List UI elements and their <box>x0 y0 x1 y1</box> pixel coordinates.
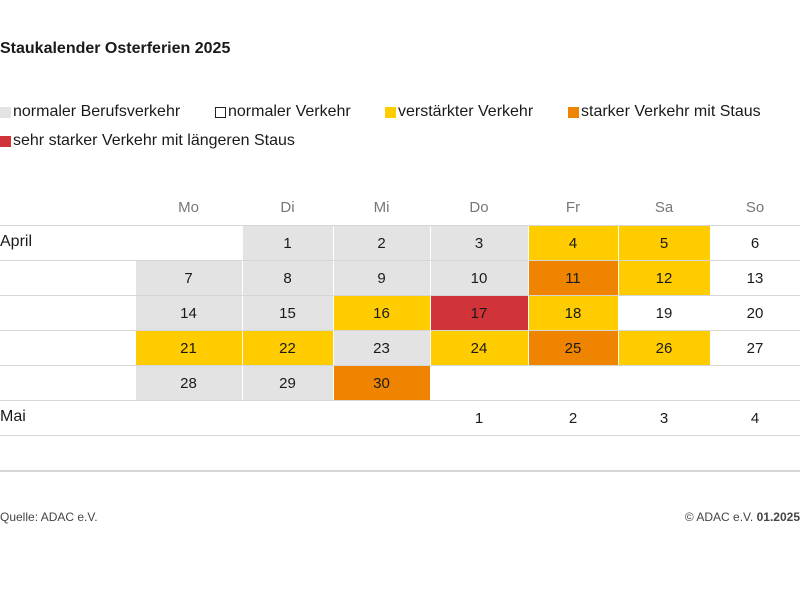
legend-swatch <box>385 106 396 118</box>
day-cell: 3 <box>618 401 710 435</box>
legend-swatch <box>0 106 11 118</box>
legend-item: normaler Berufsverkehr <box>0 102 180 122</box>
day-cell: 7 <box>135 261 242 295</box>
month-label: Mai <box>0 408 26 425</box>
row-line <box>0 330 800 331</box>
month-label: April <box>0 233 33 250</box>
legend-swatch <box>568 106 579 118</box>
legend-label: sehr starker Verkehr mit längeren Staus <box>13 132 295 149</box>
copyright: © ADAC e.V. <box>684 510 754 524</box>
weekday: Fr <box>565 199 581 216</box>
row-line <box>0 365 800 366</box>
day-cell: 14 <box>135 296 242 330</box>
legend-label: normaler Verkehr <box>228 103 351 120</box>
day-cell: 6 <box>710 226 800 260</box>
legend-item: normaler Verkehr <box>215 102 351 122</box>
day-cell: 2 <box>333 226 430 260</box>
day-cell: 23 <box>333 331 430 365</box>
legend-item: starker Verkehr mit Staus <box>568 102 761 122</box>
bottom-line <box>0 470 800 472</box>
day-cell: 29 <box>242 366 333 400</box>
day-cell: 21 <box>135 331 242 365</box>
date: 01.2025 <box>756 510 800 524</box>
day-cell: 24 <box>430 331 528 365</box>
day-cell: 19 <box>618 296 710 330</box>
day-cell: 27 <box>710 331 800 365</box>
weekday: Mi <box>373 199 390 216</box>
day-cell: 9 <box>333 261 430 295</box>
day-cell: 3 <box>430 226 528 260</box>
day-cell: 5 <box>618 226 710 260</box>
day-cell: 17 <box>430 296 528 330</box>
day-cell: 1 <box>430 401 528 435</box>
day-cell: 16 <box>333 296 430 330</box>
day-cell: 18 <box>528 296 618 330</box>
row-line <box>0 295 800 296</box>
row-line <box>0 225 800 226</box>
day-cell: 10 <box>430 261 528 295</box>
day-cell: 28 <box>135 366 242 400</box>
legend-label: normaler Berufsverkehr <box>13 103 181 120</box>
day-cell: 11 <box>528 261 618 295</box>
row-line <box>0 260 800 261</box>
weekday: Mo <box>178 199 199 216</box>
day-cell: 1 <box>242 226 333 260</box>
legend-label: verstärkter Verkehr <box>398 103 534 120</box>
day-cell: 25 <box>528 331 618 365</box>
day-cell: 26 <box>618 331 710 365</box>
source: Quelle: ADAC e.V. <box>0 510 98 524</box>
weekday: Do <box>469 199 489 216</box>
row-line <box>0 400 800 401</box>
day-cell: 8 <box>242 261 333 295</box>
row-line <box>0 435 800 436</box>
day-cell: 13 <box>710 261 800 295</box>
legend-label: starker Verkehr mit Staus <box>581 103 761 120</box>
legend-swatch <box>0 135 11 147</box>
day-cell: 12 <box>618 261 710 295</box>
day-cell: 2 <box>528 401 618 435</box>
legend-item: sehr starker Verkehr mit längeren Staus <box>0 131 295 151</box>
day-cell: 4 <box>528 226 618 260</box>
day-cell: 15 <box>242 296 333 330</box>
weekday: Di <box>280 199 295 216</box>
day-cell: 30 <box>333 366 430 400</box>
day-cell: 4 <box>710 401 800 435</box>
day-cell: 20 <box>710 296 800 330</box>
copyright-block: © ADAC e.V. 01.2025 <box>685 510 800 524</box>
weekday: Sa <box>654 199 674 216</box>
legend-item: verstärkter Verkehr <box>385 102 533 122</box>
title: Staukalender Osterferien 2025 <box>0 40 231 57</box>
day-cell: 22 <box>242 331 333 365</box>
weekday: So <box>745 199 765 216</box>
legend-swatch <box>215 106 226 118</box>
